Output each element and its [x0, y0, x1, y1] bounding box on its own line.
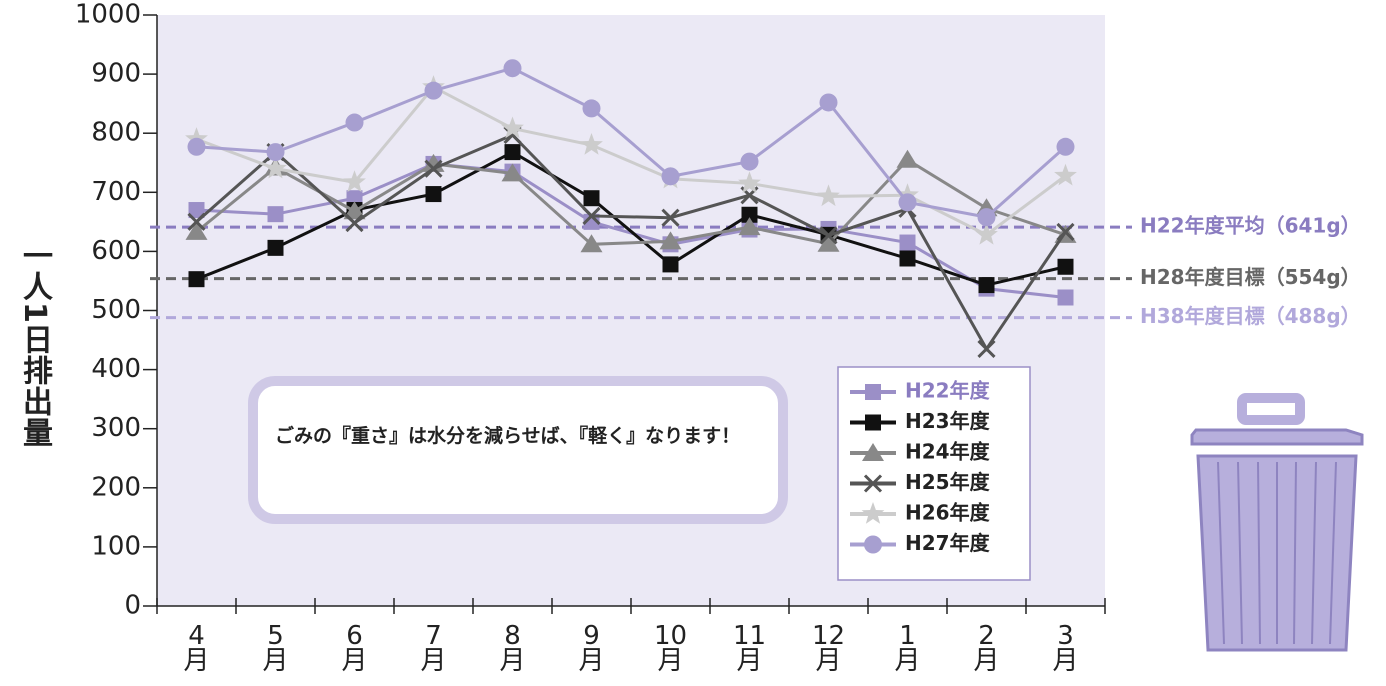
- marker: [900, 250, 916, 266]
- y-tick-label: 200: [91, 472, 141, 502]
- marker: [820, 93, 838, 111]
- x-tick-label: 5 月: [246, 624, 306, 674]
- x-tick-label: 2 月: [957, 624, 1017, 674]
- marker: [584, 190, 600, 206]
- y-tick-label: 400: [91, 354, 141, 384]
- y-tick-label: 500: [91, 295, 141, 325]
- y-axis-label: 一人1日排出量: [12, 240, 56, 448]
- y-tick-label: 100: [91, 531, 141, 561]
- marker: [505, 144, 521, 160]
- x-tick-label: 10 月: [641, 624, 701, 674]
- marker: [504, 59, 522, 77]
- x-tick-label: 4 月: [167, 624, 227, 674]
- reference-label: H38年度目標（488g）: [1140, 304, 1361, 328]
- marker: [662, 167, 680, 185]
- legend-label: H24年度: [905, 440, 991, 464]
- marker: [426, 186, 442, 202]
- y-tick-label: 600: [91, 236, 141, 266]
- x-tick-label: 9 月: [562, 624, 622, 674]
- legend-label: H26年度: [905, 501, 991, 525]
- legend-label: H25年度: [905, 470, 991, 494]
- reference-label: H28年度目標（554g）: [1140, 265, 1361, 289]
- y-tick-label: 1000: [75, 0, 141, 30]
- marker: [1058, 289, 1074, 305]
- chart: 0 100 200 300 400 500 600 700 800 900 1000 H22年度平均（…: [0, 0, 1386, 686]
- marker: [268, 206, 284, 222]
- x-tick-label: 6 月: [325, 624, 385, 674]
- marker: [583, 99, 601, 117]
- legend-label: H23年度: [905, 409, 991, 433]
- y-tick-label: 700: [91, 177, 141, 207]
- y-tick-label: 300: [91, 413, 141, 443]
- page: 0 100 200 300 400 500 600 700 800 900 1000 H22年度平均（…: [0, 0, 1386, 686]
- marker: [1057, 138, 1075, 156]
- y-tick-label: 900: [91, 59, 141, 89]
- x-tick-label: 3 月: [1036, 624, 1096, 674]
- y-tick-label: 800: [91, 118, 141, 148]
- marker: [1058, 259, 1074, 275]
- legend-marker: [864, 536, 882, 554]
- x-tick-label: 8 月: [483, 624, 543, 674]
- marker: [346, 114, 364, 132]
- annotation: ごみの『重さ』は水分を減らせば、『軽く』なります！: [275, 420, 770, 452]
- reference-label: H22年度平均（641g）: [1140, 214, 1361, 238]
- marker: [425, 82, 443, 100]
- y-tick-label: 0: [124, 591, 141, 621]
- x-tick-label: 12 月: [799, 624, 859, 674]
- x-tick-label: 1 月: [878, 624, 938, 674]
- x-tick-label: 7 月: [404, 624, 464, 674]
- marker: [268, 240, 284, 256]
- x-tick-label: 11 月: [720, 624, 780, 674]
- marker: [899, 193, 917, 211]
- marker: [188, 138, 206, 156]
- marker: [741, 153, 759, 171]
- legend-label: H22年度: [905, 379, 991, 403]
- marker: [267, 143, 285, 161]
- marker: [979, 277, 995, 293]
- legend-marker: [865, 384, 881, 400]
- marker: [900, 235, 916, 251]
- trash-can: [1192, 398, 1362, 650]
- marker: [189, 271, 205, 287]
- legend-label: H27年度: [905, 531, 991, 555]
- legend-marker: [865, 415, 881, 431]
- marker: [663, 256, 679, 272]
- marker: [978, 208, 996, 226]
